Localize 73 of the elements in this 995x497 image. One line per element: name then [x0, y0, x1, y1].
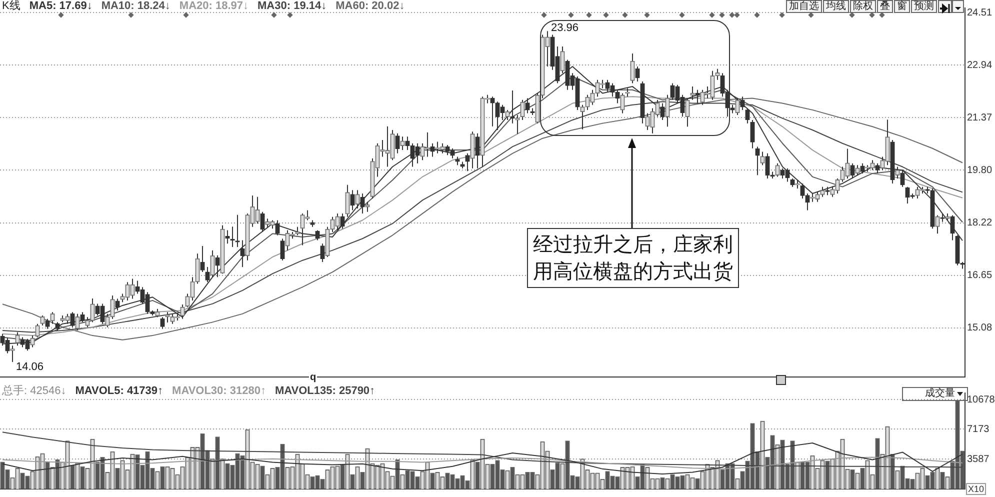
candlestick	[510, 90, 515, 124]
chart-title: K线	[2, 0, 20, 12]
chart-title: 总手: 42546↓	[2, 385, 66, 397]
annotation: 经过拉升之后，庄家利用高位横盘的方式出货	[527, 228, 739, 288]
candlestick	[635, 66, 640, 82]
candlestick	[525, 98, 530, 114]
candlestick	[240, 240, 245, 268]
candlestick	[45, 318, 50, 330]
candlestick	[950, 214, 955, 241]
candlestick	[580, 104, 585, 130]
text: MA10: 18.24↓	[101, 0, 170, 12]
y-tick-label: 3587	[967, 454, 990, 465]
candlestick	[360, 193, 365, 214]
text: MA20: 18.97↓	[179, 0, 249, 12]
annotation: 窗	[894, 0, 910, 13]
candlestick	[215, 254, 220, 278]
text: MA30: 19.14↓	[258, 0, 327, 12]
annotation: 预测	[911, 0, 937, 13]
y-tick-label: 19.80	[967, 164, 992, 176]
annotation: 除权	[850, 0, 876, 13]
text: MA60: 20.02↓	[336, 0, 405, 12]
candlestick	[35, 323, 40, 338]
text: MAVOL5: 41739↑	[75, 385, 164, 397]
candlestick	[745, 108, 750, 124]
y-tick-label: 7173	[967, 424, 990, 435]
candlestick	[70, 312, 75, 328]
candlestick	[860, 162, 865, 174]
annotation: 23.96	[551, 22, 579, 34]
y-tick-label: 24.51	[967, 7, 992, 18]
candlestick	[340, 213, 345, 230]
candlestick	[395, 132, 400, 154]
candlestick	[235, 214, 240, 248]
y-tick-label: 22.94	[967, 60, 992, 71]
annotation: q	[309, 372, 318, 383]
y-tick-label: 10678	[967, 394, 995, 406]
candlestick	[740, 96, 745, 110]
candlestick	[320, 243, 325, 263]
candlestick	[755, 146, 760, 176]
candlestick	[160, 316, 165, 330]
y-tick-label: 21.37	[967, 112, 992, 124]
candlestick	[115, 298, 120, 311]
text: MAVOL30: 31280↑	[172, 385, 266, 397]
dropdown-field: 成交量	[902, 387, 968, 401]
candlestick	[490, 96, 495, 127]
candlestick	[350, 190, 355, 211]
text: MA5: 17.69↓	[29, 0, 92, 12]
candlestick	[280, 238, 285, 261]
candlestick	[465, 152, 470, 172]
candlestick	[80, 312, 85, 323]
candlestick	[85, 316, 90, 328]
candlestick	[200, 245, 205, 273]
annotation: 均线	[823, 0, 849, 13]
candlestick	[205, 266, 210, 283]
annotation: 叠	[877, 0, 893, 13]
candlestick	[660, 102, 665, 120]
candlestick	[260, 211, 265, 232]
candlestick	[900, 170, 905, 188]
candlestick	[475, 132, 480, 169]
candlestick	[180, 304, 185, 320]
candlestick	[800, 182, 805, 200]
y-tick-label: 16.65	[967, 270, 992, 282]
annotation: 加自选	[786, 0, 822, 13]
candlestick	[750, 119, 755, 149]
candlestick	[430, 142, 435, 158]
annotation: 14.06	[16, 361, 44, 373]
candlestick	[805, 193, 810, 211]
candlestick	[850, 162, 855, 179]
text: X10	[966, 483, 986, 495]
y-tick-label: 15.08	[967, 322, 992, 334]
text: MAVOL135: 25790↑	[274, 385, 376, 397]
candlestick	[275, 220, 280, 236]
candlestick	[875, 162, 880, 174]
y-tick-label: 18.22	[967, 218, 992, 229]
